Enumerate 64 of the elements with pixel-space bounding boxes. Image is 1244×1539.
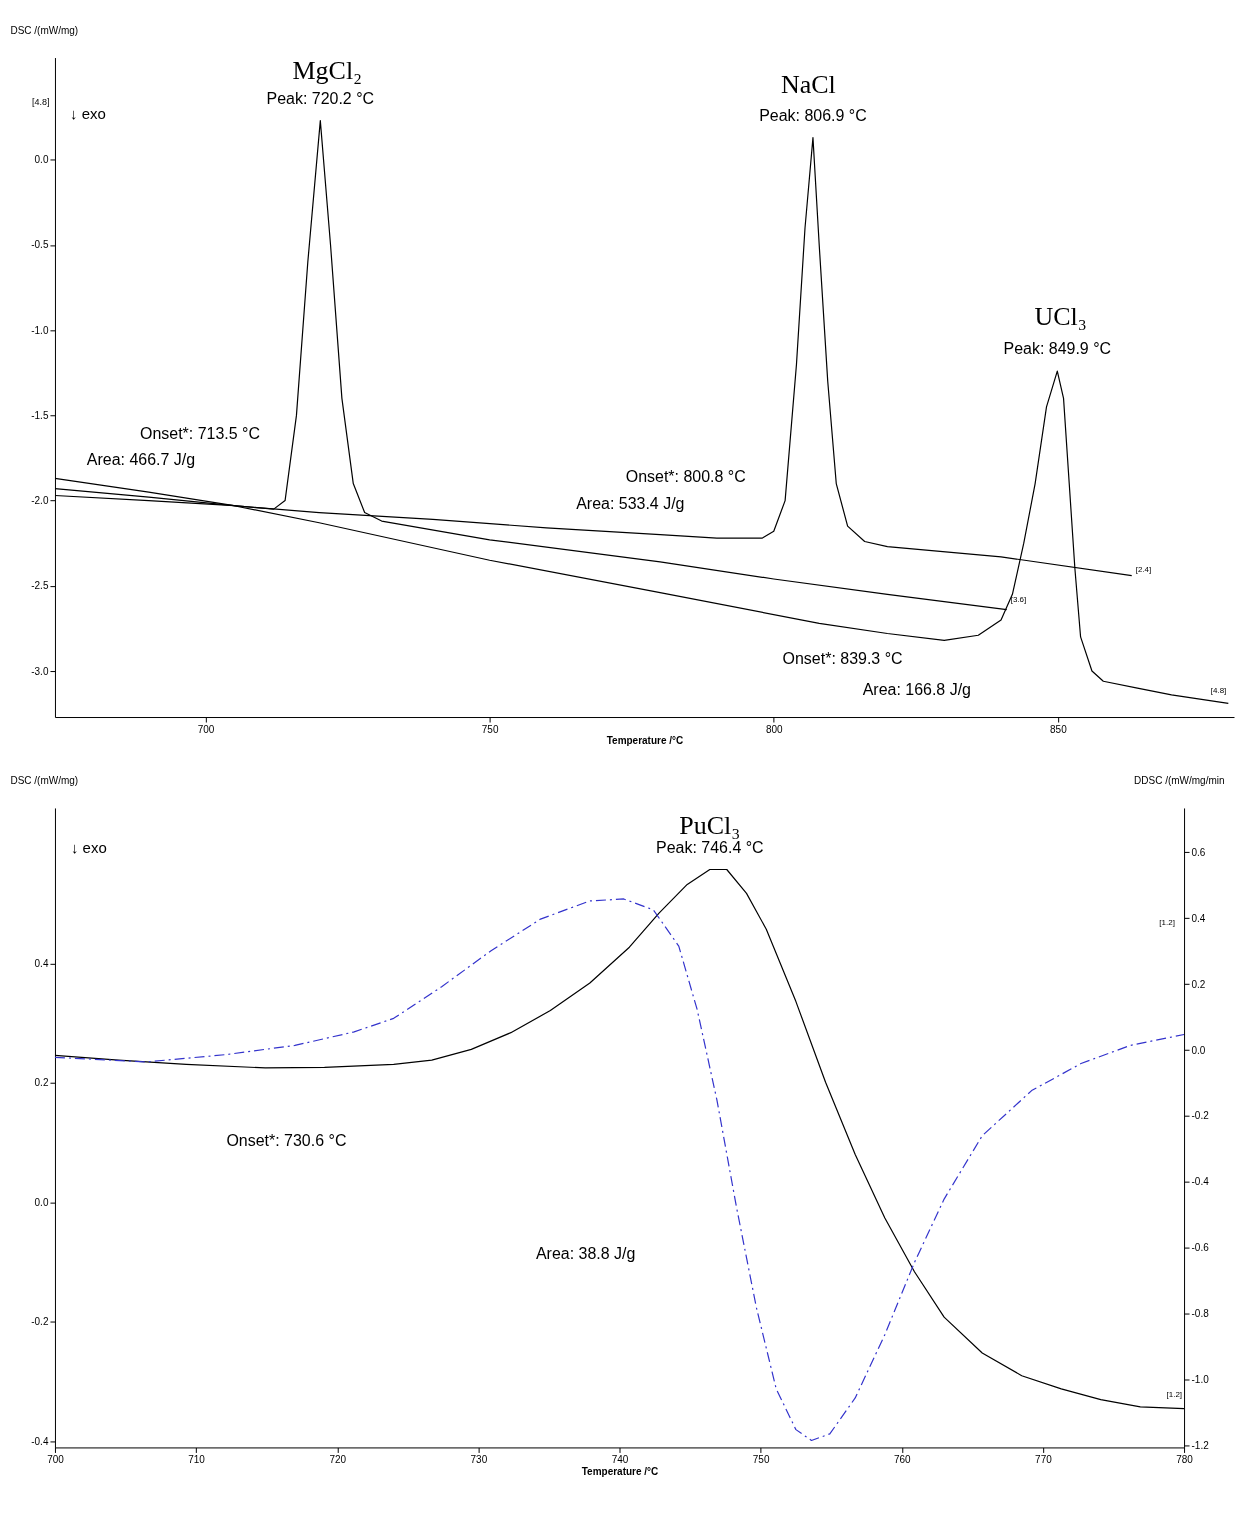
x-tick-label: 740: [611, 1453, 629, 1465]
annotation: [1.2]: [1166, 1389, 1183, 1399]
x-tick-label: 730: [470, 1453, 488, 1465]
y2-tick-label: 0.4: [1191, 912, 1206, 924]
annotation: Area: 466.7 J/g: [86, 450, 196, 468]
annotation: [4.8]: [1210, 686, 1227, 696]
x-tick-label: 850: [1050, 723, 1068, 735]
y-tick-label: 0.4: [34, 957, 49, 969]
annotation: Onset*: 730.6 °C: [226, 1132, 347, 1150]
x-tick-label: 780: [1176, 1453, 1194, 1465]
annotation: Area: 38.8 J/g: [535, 1244, 636, 1262]
y2-tick-label: 0.0: [1191, 1044, 1206, 1056]
annotation: [2.4]: [1135, 564, 1152, 574]
annotation: Area: 533.4 J/g: [576, 495, 685, 513]
x-tick-label: 700: [47, 1453, 65, 1465]
y-tick-label: -1.5: [31, 409, 49, 421]
annotation: ↓ exo: [70, 104, 106, 122]
y-tick-label: -3.0: [31, 665, 49, 677]
x-tick-label: 760: [893, 1453, 912, 1465]
annotation: [3.6]: [1010, 594, 1027, 604]
annotation: MgCl₂: [292, 56, 363, 86]
y-tick-label: -0.2: [31, 1316, 49, 1328]
annotation: ↓ exo: [70, 839, 107, 857]
annotation: PuCl₃: [679, 810, 741, 840]
annotation: Peak: 806.9 °C: [759, 106, 867, 124]
annotation: NaCl: [780, 69, 836, 99]
annotation: Onset*: 713.5 °C: [139, 425, 260, 443]
annotation: UCl₃: [1034, 301, 1087, 331]
x-tick-label: 720: [329, 1453, 347, 1465]
y-tick-label: 0.2: [34, 1077, 49, 1089]
annotation: [1.2]: [1159, 918, 1175, 928]
y-tick-label: 0.0: [34, 154, 49, 166]
x-tick-label: 750: [752, 1453, 770, 1465]
y2-tick-label: -0.6: [1191, 1242, 1210, 1254]
y-tick-label: 0.0: [34, 1196, 49, 1208]
text: [4.8]: [32, 97, 50, 108]
y-tick-label: -0.4: [31, 1435, 49, 1447]
y2-tick-label: -1.2: [1191, 1440, 1210, 1452]
y-tick-label: -2.5: [31, 580, 49, 592]
y-tick-label: -1.0: [31, 324, 49, 336]
y2-tick-label: -1.0: [1191, 1374, 1210, 1386]
y-axis-title: DSC /(mW/mg): [10, 775, 79, 787]
y2-tick-label: -0.4: [1191, 1176, 1210, 1188]
annotation: Onset*: 839.3 °C: [782, 649, 903, 667]
y2-axis-title: DDSC /(mW/mg/min: [1134, 775, 1225, 787]
y2-tick-label: 0.6: [1191, 846, 1206, 858]
y-axis-title: DSC /(mW/mg): [10, 25, 79, 37]
y2-tick-label: -0.8: [1191, 1308, 1210, 1320]
x-tick-label: 700: [197, 723, 215, 735]
x-tick-label: 750: [481, 723, 499, 735]
annotation: Onset*: 800.8 °C: [625, 467, 746, 485]
x-tick-label: 770: [1035, 1453, 1053, 1465]
annotation: Area: 166.8 J/g: [862, 680, 971, 698]
y2-tick-label: 0.2: [1191, 978, 1206, 990]
y-tick-label: -0.5: [31, 239, 49, 251]
annotation: Peak: 746.4 °C: [656, 838, 764, 856]
x-axis-title: Temperature /°C: [606, 735, 684, 747]
x-tick-label: 800: [765, 723, 784, 735]
annotation: Peak: 849.9 °C: [1003, 340, 1112, 358]
annotation: Peak: 720.2 °C: [266, 89, 375, 107]
y-tick-label: -2.0: [31, 495, 49, 507]
x-axis-title: Temperature /°C: [581, 1465, 659, 1477]
x-tick-label: 710: [188, 1453, 206, 1465]
y2-tick-label: -0.2: [1191, 1110, 1210, 1122]
